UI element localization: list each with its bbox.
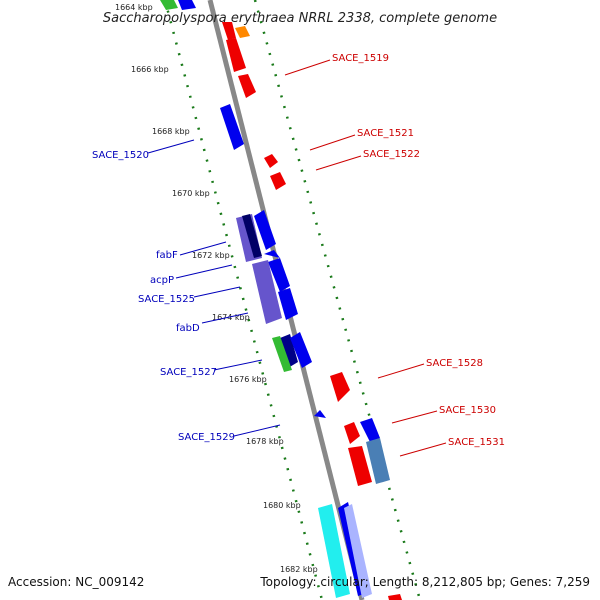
tick-label: 1676 kbp [229, 375, 267, 384]
gc-track-outer-right [253, 0, 422, 600]
label-leader [201, 312, 249, 324]
label-leader [175, 264, 233, 279]
gene-arrow[interactable] [178, 0, 196, 10]
label-leader [309, 134, 356, 151]
gene-arrow[interactable] [160, 0, 178, 10]
gene-label[interactable]: SACE_1528 [426, 358, 483, 369]
gene-arrow[interactable] [242, 214, 262, 258]
tick-label: 1672 kbp [192, 251, 230, 260]
gene-arrow[interactable] [388, 594, 402, 600]
gene-arrow[interactable] [220, 104, 244, 150]
gene-label[interactable]: fabD [176, 323, 200, 334]
gene-label[interactable]: acpP [150, 275, 174, 286]
label-leader [399, 442, 447, 457]
gene-arrow[interactable] [252, 260, 282, 324]
gene-label[interactable]: SACE_1519 [332, 53, 389, 64]
gene-arrow[interactable] [344, 422, 360, 444]
gene-label[interactable]: SACE_1520 [92, 150, 149, 161]
forward-gene-labels: SACE_1519 SACE_1521 SACE_1522 SACE_1528 … [284, 53, 505, 457]
gene-label[interactable]: SACE_1529 [178, 432, 235, 443]
label-leader [213, 359, 263, 371]
gene-arrow[interactable] [272, 336, 292, 372]
tick-label: 1670 kbp [172, 189, 210, 198]
gene-arrow[interactable] [270, 172, 286, 190]
gene-label[interactable]: SACE_1525 [138, 294, 195, 305]
gene-arrow[interactable] [264, 250, 280, 258]
gene-arrow[interactable] [330, 372, 350, 402]
gene-arrow[interactable] [290, 332, 312, 368]
topology-text: Topology: circular; Length: 8,212,805 bp… [259, 575, 590, 589]
gene-arrow[interactable] [278, 288, 298, 320]
gene-arrow[interactable] [318, 504, 350, 598]
reverse-genes [178, 0, 380, 596]
gene-arrow[interactable] [280, 334, 298, 368]
gene-label[interactable]: fabF [156, 250, 178, 261]
gene-label[interactable]: SACE_1531 [448, 437, 505, 448]
gene-arrow[interactable] [254, 210, 276, 250]
label-leader [147, 139, 195, 154]
gene-arrow[interactable] [222, 22, 236, 40]
label-leader [193, 286, 241, 298]
gene-arrow[interactable] [264, 154, 278, 168]
forward-genes [222, 22, 402, 600]
gene-arrow[interactable] [344, 504, 372, 598]
gene-arrow[interactable] [348, 446, 372, 486]
gene-arrow[interactable] [366, 438, 390, 484]
gene-label[interactable]: SACE_1521 [357, 128, 414, 139]
label-leader [233, 424, 281, 437]
special-genes [160, 0, 390, 598]
tick-label: 1668 kbp [152, 127, 190, 136]
gene-arrow[interactable] [360, 418, 380, 442]
label-leader [315, 155, 362, 171]
gene-arrow[interactable] [314, 410, 326, 418]
label-leader [179, 241, 227, 256]
gene-arrow[interactable] [238, 74, 256, 98]
tick-label: 1664 kbp [115, 3, 153, 12]
map-title: Saccharopolyspora erythraea NRRL 2338, c… [103, 11, 497, 26]
tick-label: 1674 kbp [212, 313, 250, 322]
reverse-gene-labels: SACE_1520 fabF acpP SACE_1525 fabD SACE_… [92, 139, 281, 443]
gene-arrow[interactable] [226, 38, 246, 72]
gene-arrow[interactable] [268, 258, 290, 292]
tick-labels: 1664 kbp 1666 kbp 1668 kbp 1670 kbp 1672… [115, 3, 318, 574]
label-leader [377, 363, 425, 379]
accession-text: Accession: NC_009142 [8, 575, 144, 589]
tick-label: 1682 kbp [280, 565, 318, 574]
label-leader [391, 410, 438, 424]
tick-label: 1680 kbp [263, 501, 301, 510]
gene-label[interactable]: SACE_1522 [363, 149, 420, 160]
tick-label: 1666 kbp [131, 65, 169, 74]
label-leader [284, 59, 331, 76]
gene-arrow[interactable] [235, 26, 250, 38]
gene-label[interactable]: SACE_1527 [160, 367, 217, 378]
gene-label[interactable]: SACE_1530 [439, 405, 496, 416]
tick-label: 1678 kbp [246, 437, 284, 446]
